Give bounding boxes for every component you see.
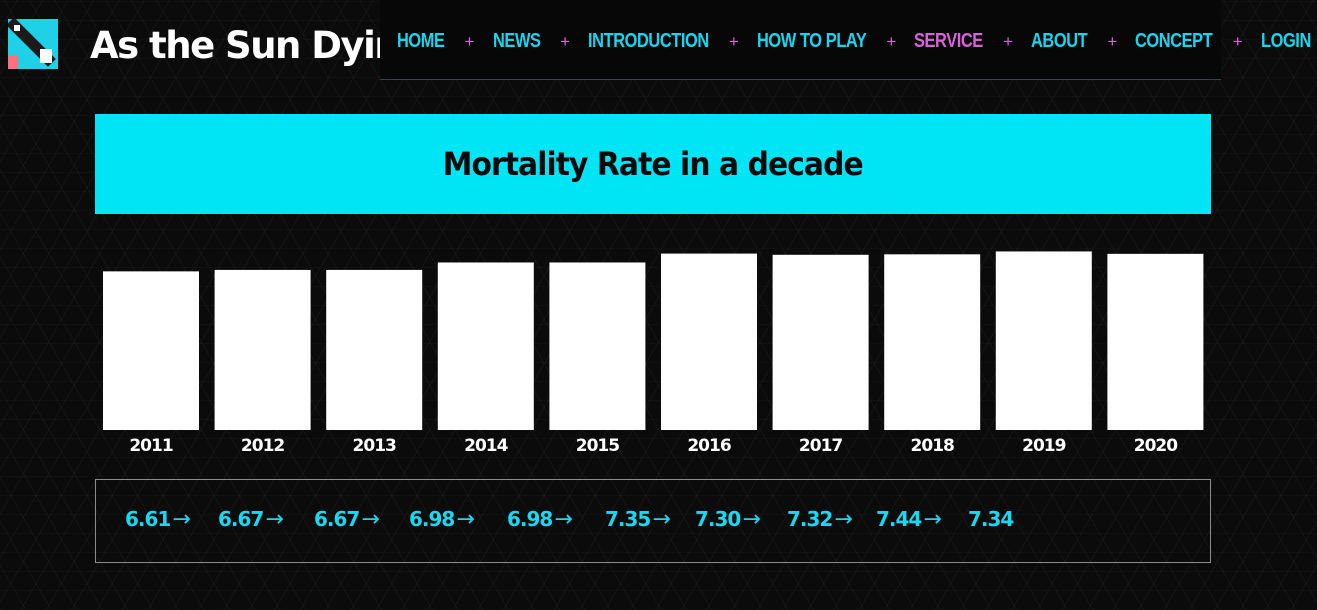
bar-2011 xyxy=(103,271,199,430)
nav-separator: + xyxy=(1232,32,1243,51)
bar-2014 xyxy=(437,262,534,430)
right-arrow-icon: → xyxy=(172,507,191,532)
x-tick-label: 2018 xyxy=(911,436,954,456)
data-label: 7.32 xyxy=(787,507,833,531)
bar-2018 xyxy=(884,254,981,430)
data-label: 6.67 xyxy=(218,507,264,531)
nav-separator: + xyxy=(1107,32,1118,51)
main-nav: HOME + NEWS + INTRODUCTION + HOW TO PLAY + SERVI… xyxy=(380,0,1311,80)
nav-separator: + xyxy=(1003,32,1014,51)
nav-separator: + xyxy=(886,32,897,51)
x-tick-label: 2013 xyxy=(353,436,396,456)
nav-introduction[interactable]: INTRODUCTION xyxy=(588,30,709,52)
nav-separator: + xyxy=(464,32,475,51)
right-arrow-icon: → xyxy=(742,507,761,532)
values-panel: 6.61→ 6.67→ 6.67→ 6.98→ 6.98→ 7.35→ 7.30→ 7.32→… xyxy=(95,479,1211,563)
x-tick-label: 2014 xyxy=(464,436,508,456)
bar-2012 xyxy=(214,269,311,430)
data-label: 7.44 xyxy=(876,507,922,531)
value-item: 6.98→ xyxy=(507,507,573,532)
data-label: 6.67 xyxy=(314,507,360,531)
data-label: 6.61 xyxy=(125,507,171,531)
nav-how-to-play[interactable]: HOW TO PLAY xyxy=(756,30,867,52)
nav-news[interactable]: NEWS xyxy=(492,30,541,52)
x-tick-label: 2017 xyxy=(799,436,842,456)
value-item: 7.34 xyxy=(968,507,1014,531)
right-arrow-icon: → xyxy=(834,507,853,532)
data-label: 7.35 xyxy=(605,507,651,531)
value-item: 6.67→ xyxy=(218,507,284,532)
nav-separator: + xyxy=(560,32,571,51)
value-item: 7.30→ xyxy=(695,507,761,532)
nav-login[interactable]: LOGIN xyxy=(1260,30,1311,52)
bar-2016 xyxy=(661,253,757,430)
data-label: 7.30 xyxy=(695,507,741,531)
right-arrow-icon: → xyxy=(361,507,380,532)
x-tick-label: 2016 xyxy=(687,436,730,456)
value-item: 7.32→ xyxy=(787,507,853,532)
nav-concept[interactable]: CONCEPT xyxy=(1135,30,1213,52)
right-arrow-icon: → xyxy=(652,507,671,532)
chart-banner: Mortality Rate in a decade xyxy=(95,114,1211,214)
data-label: 6.98 xyxy=(507,507,553,531)
nav-about[interactable]: ABOUT xyxy=(1031,30,1088,52)
bar-2015 xyxy=(549,262,646,430)
x-tick-label: 2015 xyxy=(576,436,619,456)
x-tick-label: 2019 xyxy=(1022,436,1065,456)
brand-name[interactable]: As the Sun Dying xyxy=(90,24,426,67)
nav-service[interactable]: SERVICE xyxy=(914,30,984,52)
page-title: Mortality Rate in a decade xyxy=(443,145,864,183)
value-item: 6.98→ xyxy=(409,507,475,532)
bar-2017 xyxy=(772,254,869,430)
data-label: 7.34 xyxy=(968,507,1014,531)
right-arrow-icon: → xyxy=(923,507,942,532)
bar-2013 xyxy=(326,269,423,430)
x-tick-label: 2011 xyxy=(129,436,172,456)
value-item: 7.35→ xyxy=(605,507,671,532)
right-arrow-icon: → xyxy=(554,507,573,532)
data-label: 6.98 xyxy=(409,507,455,531)
bar-2019 xyxy=(995,251,1092,430)
brand-logo-icon[interactable] xyxy=(6,17,58,69)
value-item: 6.61→ xyxy=(125,507,191,532)
nav-separator: + xyxy=(728,32,739,51)
right-arrow-icon: → xyxy=(265,507,284,532)
bar-2020 xyxy=(1107,253,1204,430)
value-item: 6.67→ xyxy=(314,507,380,532)
x-tick-label: 2012 xyxy=(241,436,284,456)
right-arrow-icon: → xyxy=(456,507,475,532)
value-item: 7.44→ xyxy=(876,507,942,532)
x-tick-label: 2020 xyxy=(1134,436,1178,456)
nav-home[interactable]: HOME xyxy=(397,30,445,52)
